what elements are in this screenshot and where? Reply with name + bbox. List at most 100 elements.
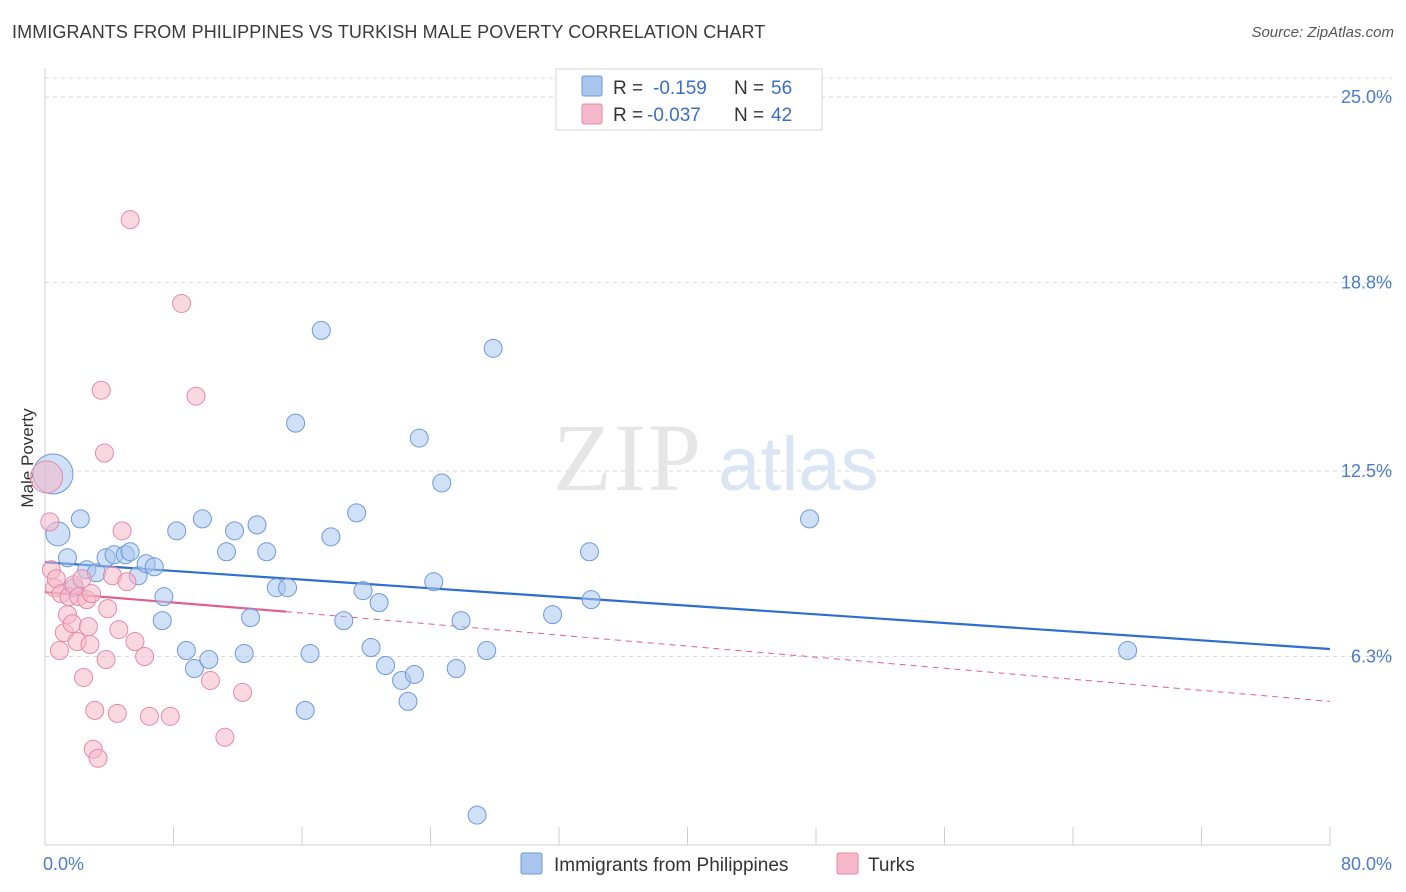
series-legend-label-turks: Turks <box>868 855 915 876</box>
watermark: ZIP atlas <box>553 404 879 511</box>
point-turks-34 <box>135 647 155 667</box>
y-tick-labels: 6.3% 12.5% 18.8% 25.0% <box>1341 87 1392 667</box>
point-philippines-41 <box>398 691 418 711</box>
trendlines <box>44 561 1331 702</box>
point-turks-17 <box>78 617 98 637</box>
x-tick-labels: 0.0% 80.0% <box>43 854 1392 874</box>
point-philippines-30 <box>295 700 315 720</box>
chart-source: Source: ZipAtlas.com <box>1251 24 1394 41</box>
point-philippines-51 <box>543 605 563 625</box>
point-philippines-37 <box>361 638 381 658</box>
legend-r-value-2: -0.037 <box>647 105 701 126</box>
gridlines <box>45 77 1392 658</box>
series-legend: Immigrants from Philippines Turks <box>520 852 915 876</box>
point-philippines-2 <box>57 548 77 568</box>
point-philippines-33 <box>321 527 341 547</box>
x-tick-label-1: 80.0% <box>1341 854 1392 874</box>
point-philippines-15 <box>152 611 172 631</box>
y-axis-label: Male Poverty <box>18 408 37 508</box>
point-philippines-26 <box>257 542 277 562</box>
point-philippines-16 <box>167 521 187 541</box>
point-philippines-4 <box>70 509 90 529</box>
point-philippines-50 <box>483 338 503 358</box>
point-turks-35 <box>139 706 159 726</box>
point-turks-28 <box>107 703 127 723</box>
legend-r-label-1: R = <box>613 78 643 99</box>
point-philippines-19 <box>192 509 212 529</box>
chart-title: IMMIGRANTS FROM PHILIPPINES VS TURKISH M… <box>12 22 766 42</box>
watermark-zip: ZIP <box>553 404 703 511</box>
legend-n-label-1: N = <box>734 78 764 99</box>
point-philippines-24 <box>241 608 261 628</box>
point-philippines-45 <box>432 473 452 493</box>
point-philippines-54 <box>800 509 820 529</box>
y-tick-label-2: 18.8% <box>1341 273 1392 293</box>
series-legend-swatch-turks <box>836 852 859 875</box>
point-philippines-35 <box>347 503 367 523</box>
point-philippines-43 <box>409 428 429 448</box>
point-philippines-32 <box>311 320 331 340</box>
legend-swatch-philippines <box>581 75 603 97</box>
point-philippines-34 <box>334 611 354 631</box>
point-turks-25 <box>96 649 116 669</box>
point-turks-18 <box>80 635 100 655</box>
point-philippines-28 <box>278 578 298 598</box>
point-turks-19 <box>82 584 102 604</box>
point-philippines-31 <box>300 644 320 664</box>
point-turks-24 <box>94 443 114 463</box>
legend-r-value-1: -0.159 <box>653 78 707 99</box>
stats-legend: R = -0.159 N = 56 R = -0.037 N = 42 <box>555 68 823 131</box>
legend-n-label-2: N = <box>734 105 764 126</box>
point-philippines-21 <box>217 542 237 562</box>
legend-n-value-1: 56 <box>771 78 792 99</box>
point-philippines-29 <box>286 413 306 433</box>
point-philippines-18 <box>184 658 204 678</box>
watermark-atlas: atlas <box>718 422 879 507</box>
point-philippines-53 <box>581 590 601 610</box>
point-turks-26 <box>98 599 118 619</box>
x-tick-label-0: 0.0% <box>43 854 84 874</box>
point-turks-36 <box>160 706 180 726</box>
point-philippines-46 <box>446 658 466 678</box>
point-philippines-17 <box>176 641 196 661</box>
points-series-turks <box>30 210 253 768</box>
point-philippines-36 <box>353 581 373 601</box>
series-legend-swatch-philippines <box>520 852 543 875</box>
point-turks-37 <box>172 293 192 313</box>
legend-swatch-turks <box>581 103 603 125</box>
point-philippines-55 <box>1118 641 1138 661</box>
point-philippines-47 <box>451 611 471 631</box>
point-turks-22 <box>88 748 108 768</box>
point-turks-1 <box>40 512 60 532</box>
point-philippines-52 <box>580 542 600 562</box>
point-philippines-48 <box>467 805 487 825</box>
trendline-0 <box>44 561 1331 651</box>
point-philippines-25 <box>247 515 267 535</box>
point-philippines-39 <box>376 655 396 675</box>
point-philippines-14 <box>154 587 174 607</box>
point-turks-10 <box>62 614 82 634</box>
point-philippines-20 <box>199 649 219 669</box>
points-series-philippines <box>32 320 1138 825</box>
point-turks-38 <box>186 386 206 406</box>
point-philippines-38 <box>369 593 389 613</box>
point-turks-33 <box>125 632 145 652</box>
legend-n-value-2: 42 <box>771 105 792 126</box>
series-legend-label-philippines: Immigrants from Philippines <box>554 855 788 876</box>
y-tick-label-3: 25.0% <box>1341 87 1392 107</box>
point-turks-21 <box>85 700 105 720</box>
trendline-2 <box>285 611 1331 702</box>
point-philippines-10 <box>120 542 140 562</box>
point-philippines-42 <box>404 664 424 684</box>
point-philippines-23 <box>234 644 254 664</box>
point-philippines-13 <box>144 557 164 577</box>
y-tick-label-1: 12.5% <box>1341 461 1392 481</box>
point-turks-14 <box>72 569 92 589</box>
point-turks-29 <box>109 620 129 640</box>
point-turks-23 <box>91 380 111 400</box>
point-philippines-49 <box>477 641 497 661</box>
legend-r-label-2: R = <box>613 105 643 126</box>
point-turks-5 <box>49 641 69 661</box>
y-tick-label-0: 6.3% <box>1351 647 1392 667</box>
